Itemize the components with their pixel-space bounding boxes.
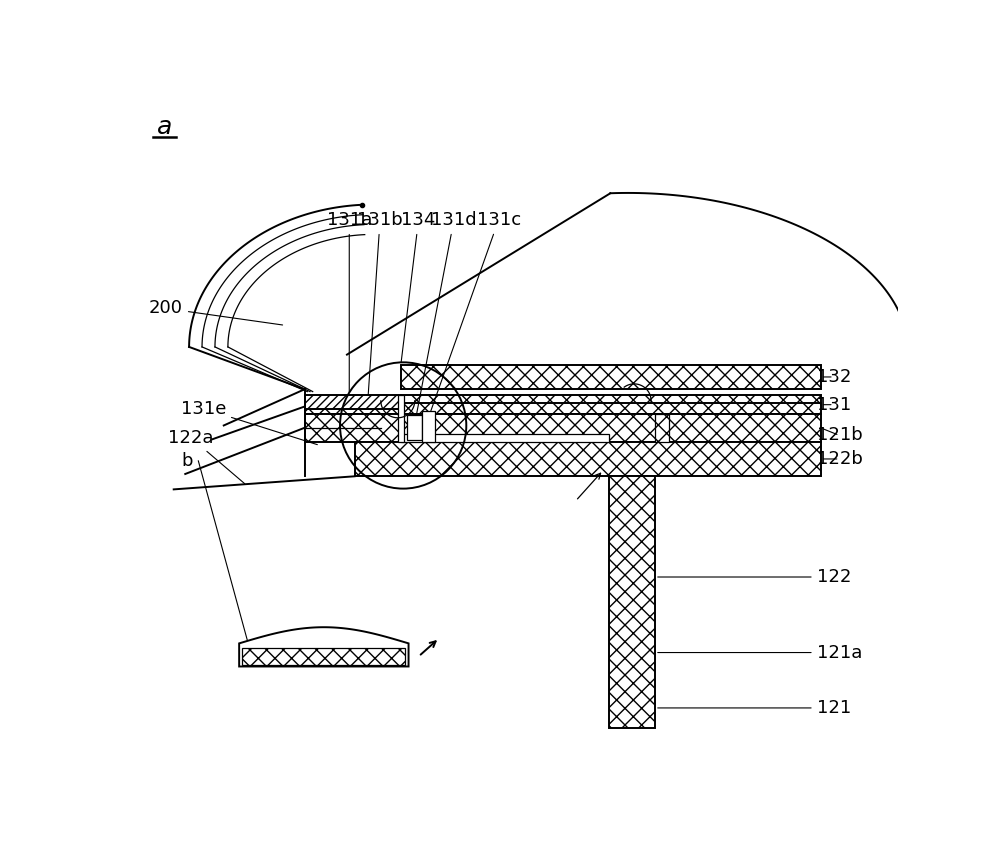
Text: 131a: 131a <box>327 211 372 392</box>
Bar <box>305 395 401 409</box>
Text: 131e: 131e <box>181 399 317 445</box>
Text: 131c: 131c <box>429 211 521 417</box>
Bar <box>609 476 655 728</box>
Bar <box>242 648 405 665</box>
Text: 131: 131 <box>817 396 851 414</box>
Bar <box>401 434 609 441</box>
Text: 122b: 122b <box>817 450 863 468</box>
Text: 122: 122 <box>658 568 851 586</box>
Bar <box>305 403 820 414</box>
Text: b: b <box>182 452 193 470</box>
Text: 122a: 122a <box>168 428 245 483</box>
Text: 121a: 121a <box>658 644 862 662</box>
Polygon shape <box>239 627 409 667</box>
Bar <box>401 395 820 409</box>
Text: 200: 200 <box>149 299 283 325</box>
Bar <box>398 395 404 441</box>
Text: a: a <box>157 115 172 139</box>
Text: 131b: 131b <box>357 211 403 399</box>
Bar <box>655 414 669 441</box>
Bar <box>401 364 820 389</box>
Text: 134: 134 <box>401 211 436 362</box>
Text: 121b: 121b <box>817 427 862 445</box>
Bar <box>407 416 422 440</box>
Text: 121: 121 <box>658 699 851 717</box>
Bar <box>305 414 820 441</box>
Bar <box>355 441 820 476</box>
Text: 131d: 131d <box>414 211 477 425</box>
Bar <box>422 411 435 442</box>
Text: 132: 132 <box>817 368 851 386</box>
